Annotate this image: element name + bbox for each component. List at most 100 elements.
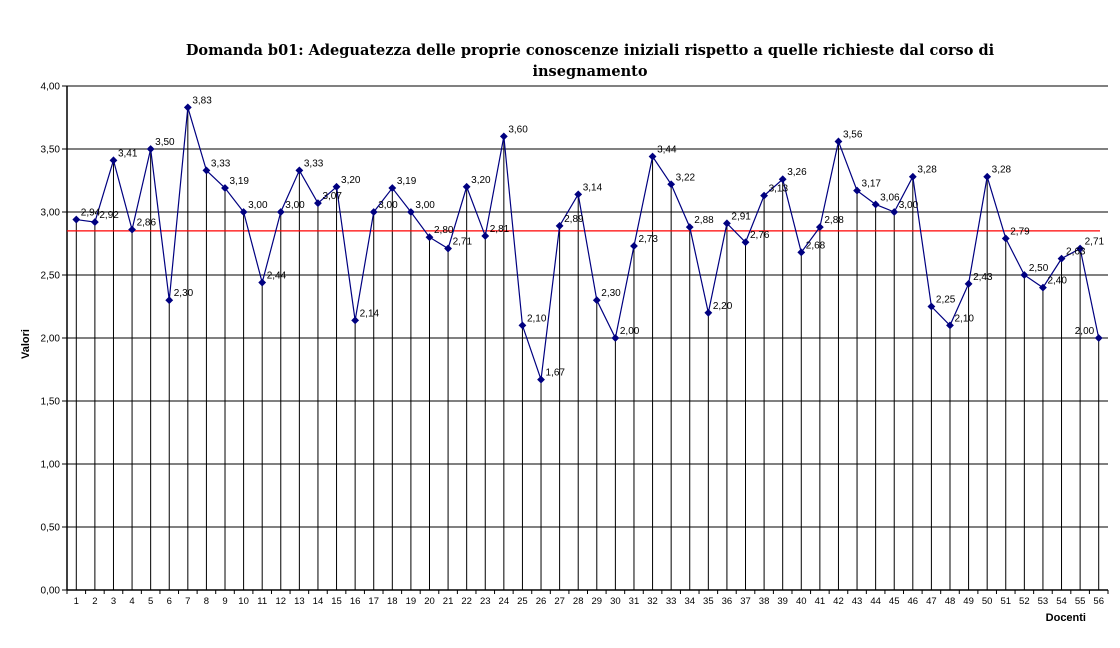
data-point [871, 200, 880, 209]
x-tick-label: 50 [982, 596, 993, 607]
data-point [239, 208, 248, 216]
data-point [555, 221, 564, 230]
data-point-label: 3,06 [880, 192, 900, 203]
data-point [648, 152, 657, 161]
data-point-label: 3,56 [843, 129, 863, 140]
data-point-label: 3,14 [583, 182, 603, 193]
x-axis-title: Docenti [1045, 612, 1086, 624]
data-point [1001, 234, 1010, 243]
data-point [1076, 244, 1085, 253]
data-point-label: 2,30 [174, 288, 194, 299]
x-tick-label: 5 [148, 596, 153, 607]
data-point [146, 145, 155, 153]
x-tick-label: 38 [759, 596, 770, 607]
chart-title: Domanda b01: Adeguatezza delle proprie c… [185, 42, 995, 81]
data-point-label: 2,86 [137, 218, 157, 229]
data-point [1020, 271, 1029, 279]
x-tick-label: 17 [368, 596, 379, 607]
data-point-label: 3,22 [676, 172, 696, 183]
data-point [815, 223, 824, 232]
data-point [760, 191, 769, 200]
data-point [72, 215, 81, 224]
x-tick-label: 6 [167, 596, 172, 607]
data-point [90, 218, 99, 226]
data-point [332, 182, 341, 191]
x-tick-label: 48 [945, 596, 956, 607]
y-tick-label: 0,50 [41, 523, 61, 534]
data-point-label: 3,00 [248, 200, 268, 211]
data-point [723, 219, 731, 228]
data-point-label: 2,79 [1010, 226, 1030, 237]
data-point-label: 3,20 [471, 175, 491, 186]
data-point-label: 2,25 [936, 295, 956, 306]
data-point [462, 182, 471, 191]
data-point-label: 3,83 [192, 95, 212, 106]
x-tick-label: 42 [833, 596, 844, 607]
data-point-label: 2,71 [453, 237, 473, 248]
data-point [667, 180, 676, 189]
data-point-label: 2,10 [527, 313, 547, 324]
data-point [425, 233, 434, 242]
y-tick-label: 1,00 [41, 460, 61, 471]
data-point-label: 2,50 [1029, 263, 1049, 274]
data-point-label: 2,71 [1085, 237, 1105, 248]
x-tick-label: 44 [870, 596, 881, 607]
data-point [295, 166, 304, 175]
data-point-label: 3,41 [118, 148, 138, 159]
x-tick-label: 24 [499, 596, 510, 607]
x-tick-label: 23 [480, 596, 491, 607]
x-tick-label: 55 [1075, 596, 1086, 607]
data-point-label: 2,63 [1066, 247, 1086, 258]
data-point [741, 238, 750, 247]
data-point [1057, 254, 1066, 263]
data-point-label: 2,44 [267, 271, 287, 282]
series-line [76, 107, 1100, 380]
data-point-label: 3,00 [285, 200, 305, 211]
x-tick-label: 56 [1093, 596, 1104, 607]
data-point [778, 175, 787, 184]
data-point [258, 278, 267, 287]
data-point [890, 208, 899, 216]
x-tick-label: 35 [703, 596, 714, 607]
y-tick-label: 3,50 [41, 145, 61, 156]
x-tick-label: 45 [889, 596, 900, 607]
x-tick-label: 46 [908, 596, 919, 607]
data-point [685, 223, 694, 232]
y-tick-label: 2,00 [41, 334, 61, 345]
x-tick-label: 21 [443, 596, 454, 607]
data-point-label: 3,13 [769, 184, 789, 195]
x-tick-label: 53 [1038, 596, 1049, 607]
data-point-label: 2,80 [434, 225, 454, 236]
x-tick-label: 31 [629, 596, 640, 607]
data-point [314, 199, 322, 208]
data-point [388, 184, 397, 192]
data-point-label: 2,40 [1047, 276, 1067, 287]
data-point-label: 3,33 [304, 158, 324, 169]
x-tick-label: 36 [722, 596, 733, 607]
x-tick-label: 14 [313, 596, 324, 607]
data-point [1039, 283, 1047, 292]
data-point-label: 2,30 [601, 288, 621, 299]
data-point [592, 296, 601, 305]
data-point [109, 156, 118, 165]
x-tick-label: 32 [647, 596, 658, 607]
x-tick-label: 52 [1019, 596, 1030, 607]
data-point-label: 2,88 [694, 215, 714, 226]
data-point-label: 2,76 [750, 230, 770, 241]
x-tick-label: 43 [852, 596, 863, 607]
x-tick-label: 1 [74, 596, 79, 607]
data-point [611, 334, 620, 342]
data-point-label: 2,68 [806, 240, 826, 251]
x-tick-label: 54 [1056, 596, 1067, 607]
data-point-label: 2,91 [731, 211, 751, 222]
data-point-label: 2,94 [81, 208, 101, 219]
x-tick-label: 47 [926, 596, 937, 607]
data-point-label: 3,33 [211, 158, 231, 169]
data-point [704, 308, 713, 317]
data-point [518, 321, 527, 330]
y-tick-label: 2,50 [41, 271, 61, 282]
x-tick-label: 25 [517, 596, 528, 607]
x-tick-label: 51 [1000, 596, 1011, 607]
